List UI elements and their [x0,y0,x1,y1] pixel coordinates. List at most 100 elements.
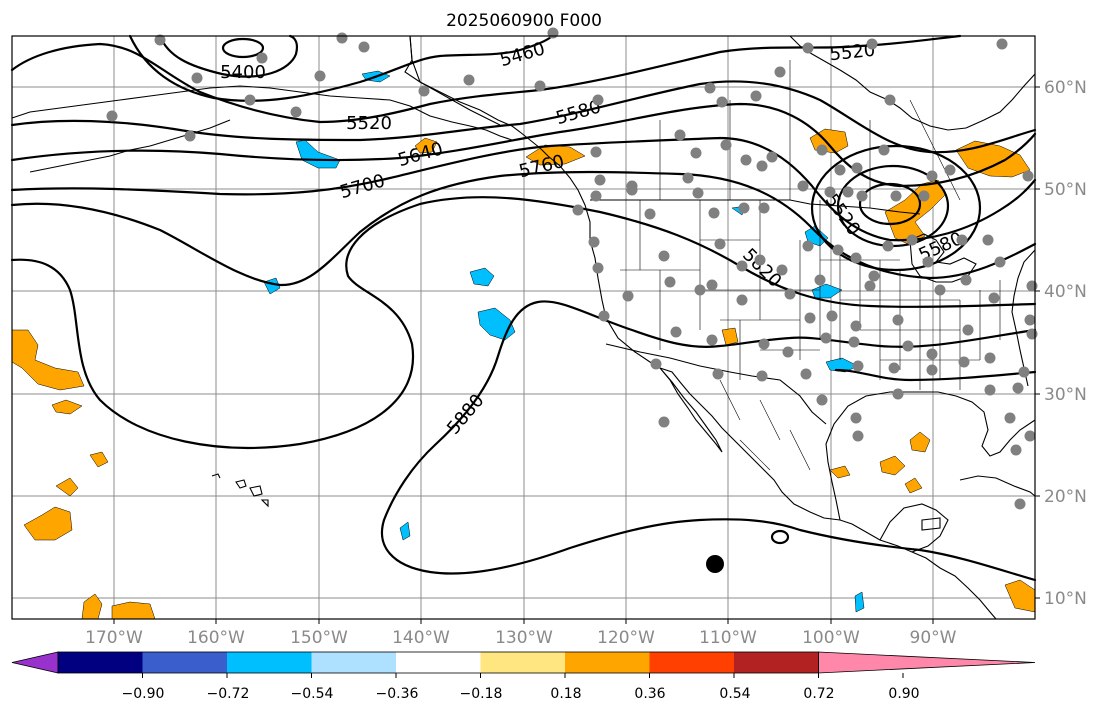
station-marker [816,394,828,406]
station-marker [852,360,864,372]
colorbar-segment [565,652,650,673]
station-marker [418,85,430,97]
contour-5460 [128,34,554,102]
lon-tick-label: 170°W [85,628,143,648]
station-marker [852,430,864,442]
map-panel: 5400 5460 5520 5520 5520 5580 5580 5640 … [10,27,1040,624]
baja-california-coast [659,367,723,453]
station-marker [820,332,832,344]
station-marker [922,256,934,268]
positive-anomaly-patch [11,329,85,391]
station-marker [892,388,904,400]
station-marker [750,90,762,102]
station-marker [658,250,670,262]
positive-anomaly-patch [55,477,79,497]
station-marker [834,164,846,176]
colorbar-tick-label: 0.90 [888,686,919,702]
station-marker [826,310,838,322]
station-marker [842,186,854,198]
lon-tick-label: 90°W [910,628,957,648]
colorbar-tick-labels: −0.90 −0.72 −0.54 −0.36 −0.18 0.18 0.36 … [122,686,920,702]
station-marker [644,208,656,220]
colorbar-tick-label: −0.54 [291,686,334,702]
station-marker [988,292,1000,304]
station-marker [758,202,770,214]
station-marker [984,384,996,396]
lat-tick-label: 50°N [1044,180,1087,200]
colorbar-segment [58,652,143,673]
station-marker [944,164,956,176]
lat-tick-label: 60°N [1044,78,1087,98]
station-marker [802,42,814,54]
station-marker [708,207,720,219]
height-contours [10,34,1037,582]
station-marker [592,262,604,274]
station-marker [797,180,809,192]
station-marker [664,276,676,288]
colorbar-segment [227,652,312,673]
colorbar-segment [311,652,396,673]
colorbar-outline [57,651,819,674]
lon-tick-label: 150°W [290,628,348,648]
positive-anomaly-patch [51,399,83,415]
station-marker [588,236,600,248]
station-marker [714,238,726,250]
colorbar-segment [480,652,565,673]
station-marker [890,190,902,202]
station-marker [1010,444,1022,456]
station-marker [851,162,863,174]
cuba [959,475,1036,497]
station-marker [934,284,946,296]
positive-anomaly-patch [721,327,739,346]
colorbar-extend-high [818,651,1036,674]
station-marker [590,146,602,158]
contour-5520-west [10,34,962,124]
positive-anomaly-patch [111,601,156,620]
gulf-of-mexico-coast [825,391,1036,521]
contour-5820 [10,196,1037,449]
colorbar-tick-label: 0.18 [550,686,581,702]
station-marker [800,368,812,380]
station-marker [674,129,686,141]
station-marker [740,154,752,166]
contour-5640 [10,102,1037,188]
station-marker [736,294,748,306]
station-marker [154,34,166,46]
colorbar-segment [649,652,734,673]
colorbar-extend-low [11,651,59,674]
negative-anomaly-patch [825,357,859,373]
station-marker [1012,382,1024,394]
yucatan-coast [879,503,949,553]
station-marker [774,66,786,78]
station-marker [594,174,606,186]
cuba-island [921,517,941,531]
station-marker [984,352,996,364]
station-marker [918,190,930,202]
station-marker [704,82,716,94]
us-canada-border [590,199,921,215]
north-america-west-coast [404,35,997,620]
station-marker [572,204,584,216]
positive-anomaly-patch [955,140,1031,178]
lat-tick-label: 30°N [1044,385,1087,405]
station-marker [658,416,670,428]
station-marker [850,252,862,264]
station-marker [902,340,914,352]
colorbar-tick-label: −0.36 [376,686,419,702]
station-marker [864,280,876,292]
lat-tick-label: 40°N [1044,282,1087,302]
contour-label: 5520 [346,113,392,134]
lon-tick-label: 100°W [802,628,860,648]
colorbar-tick-label: 0.54 [719,686,750,702]
political-borders [409,35,1001,471]
station-marker [926,364,938,376]
station-marker [290,106,302,118]
station-marker [814,274,826,286]
station-marker [690,147,702,159]
station-marker [547,27,559,39]
station-marker [926,170,938,182]
station-marker [1024,430,1036,442]
station-marker [832,244,844,256]
contour-5880-east [834,368,1037,382]
